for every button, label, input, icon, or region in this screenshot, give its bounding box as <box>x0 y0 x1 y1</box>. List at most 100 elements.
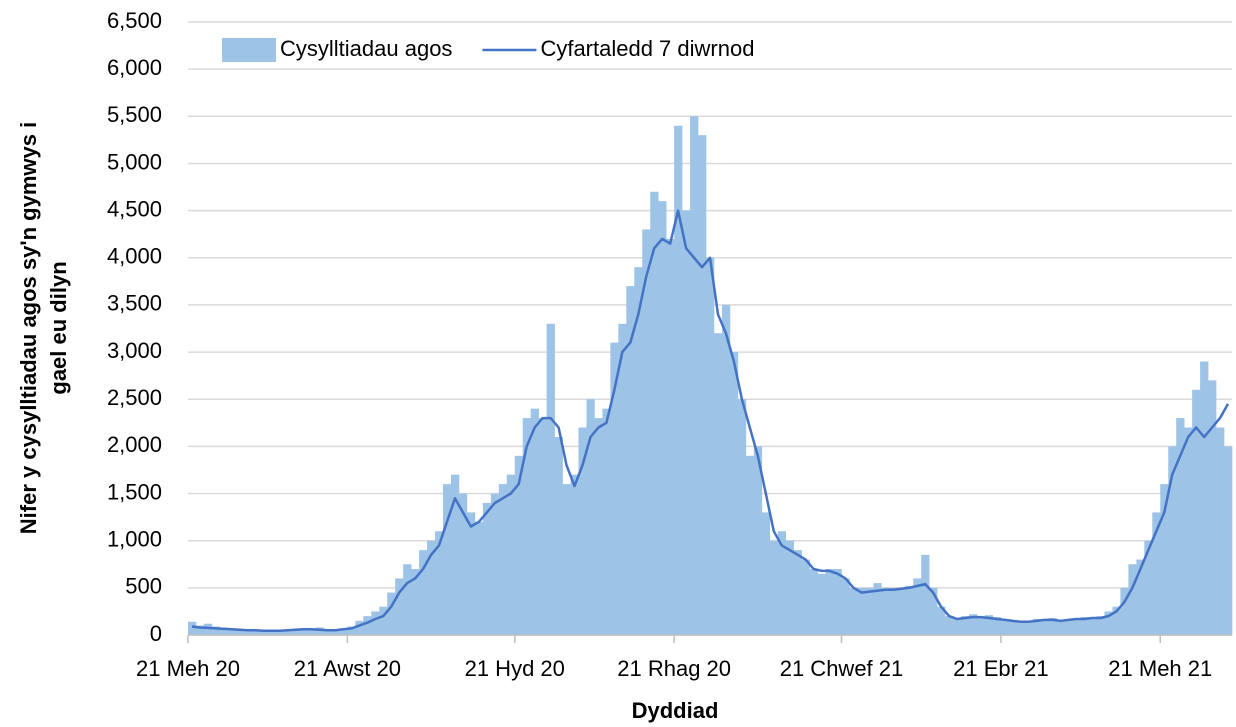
bar <box>817 573 826 635</box>
x-tick-label: 21 Rhag 20 <box>617 656 731 681</box>
bar <box>490 493 500 635</box>
y-tick-label: 4,000 <box>107 244 162 269</box>
bar <box>642 229 651 635</box>
bar <box>594 418 603 635</box>
bar <box>897 587 906 635</box>
bar <box>777 531 787 635</box>
bar <box>395 578 404 635</box>
bar <box>905 585 914 635</box>
bar <box>706 257 715 635</box>
bar <box>578 427 587 635</box>
bar <box>419 550 428 635</box>
y-tick-label: 1,500 <box>107 479 162 504</box>
bar <box>1144 540 1153 635</box>
bar <box>618 323 627 635</box>
x-tick-label: 21 Awst 20 <box>294 656 401 681</box>
bar <box>849 587 858 635</box>
legend: Cysylltiadau agos Cyfartaledd 7 diwrnod <box>222 36 754 62</box>
y-axis-title-line: gael eu dilyn <box>46 261 71 394</box>
bar <box>889 587 898 635</box>
bar <box>793 550 802 635</box>
bar <box>682 210 691 635</box>
bar <box>522 418 531 635</box>
y-tick-label: 5,500 <box>107 102 162 127</box>
bar <box>379 606 388 635</box>
bar <box>1184 427 1193 635</box>
y-tick-label: 5,000 <box>107 149 162 174</box>
bar <box>785 540 794 635</box>
bar <box>331 629 340 635</box>
bar <box>1208 380 1217 635</box>
bar <box>881 587 890 635</box>
y-tick-label: 3,500 <box>107 291 162 316</box>
bar <box>809 568 818 635</box>
bar <box>299 628 308 635</box>
bar <box>666 238 675 635</box>
bar <box>291 629 300 635</box>
bar <box>219 627 229 635</box>
bar <box>188 621 197 635</box>
x-axis-title: Dyddiad <box>632 698 719 723</box>
bar <box>769 540 779 635</box>
bar <box>443 484 452 635</box>
legend-label: Cysylltiadau agos <box>280 36 452 61</box>
legend-swatch <box>222 38 276 62</box>
bar <box>1136 559 1145 635</box>
bar <box>450 474 460 635</box>
bar <box>1064 618 1073 635</box>
y-tick-label: 500 <box>125 574 162 599</box>
y-tick-label: 1,000 <box>107 527 162 552</box>
bar <box>833 568 842 635</box>
bar <box>801 559 810 635</box>
bar <box>602 408 611 635</box>
bar <box>1200 361 1209 635</box>
bar <box>1040 619 1050 635</box>
y-axis-title: Nifer y cysylltiadau agos sy'n gymwys i … <box>16 122 71 534</box>
bar <box>474 521 484 635</box>
bar <box>1000 620 1010 635</box>
y-tick-label: 2,500 <box>107 385 162 410</box>
bar <box>761 512 771 635</box>
x-tick-label: 21 Hyd 20 <box>465 656 565 681</box>
bar <box>913 578 922 635</box>
bar <box>243 629 253 635</box>
y-axis-title-line: Nifer y cysylltiadau agos sy'n gymwys i <box>16 122 41 534</box>
bar <box>1192 389 1201 635</box>
y-tick-label: 0 <box>150 621 162 646</box>
bar <box>1168 446 1177 635</box>
x-tick-label: 21 Meh 20 <box>136 656 240 681</box>
bar <box>554 436 563 635</box>
bar <box>203 623 213 635</box>
bar <box>650 191 659 635</box>
bar <box>921 554 930 635</box>
bar <box>403 564 412 635</box>
bar <box>347 626 356 635</box>
x-tick-label: 21 Meh 21 <box>1108 656 1212 681</box>
bar <box>929 587 938 635</box>
y-tick-label: 6,500 <box>107 8 162 33</box>
bar <box>1104 611 1113 635</box>
bar <box>1152 512 1161 635</box>
bar <box>514 455 524 635</box>
bar <box>1080 617 1089 635</box>
bar <box>1032 618 1042 635</box>
bar <box>721 304 731 635</box>
bar <box>506 474 516 635</box>
bar <box>482 502 492 635</box>
bar <box>953 618 962 635</box>
legend-label: Cyfartaledd 7 diwrnod <box>540 36 754 61</box>
bar <box>538 418 547 635</box>
bar <box>211 626 221 635</box>
bar <box>1016 621 1026 635</box>
bar <box>195 625 205 635</box>
bar <box>737 399 747 635</box>
x-tick-label: 21 Ebr 21 <box>953 656 1048 681</box>
bar <box>1072 619 1081 635</box>
bar <box>865 587 874 635</box>
bar <box>969 614 978 635</box>
bar <box>745 455 755 635</box>
bar <box>698 135 707 635</box>
bar <box>992 617 1002 635</box>
bar <box>498 484 508 635</box>
